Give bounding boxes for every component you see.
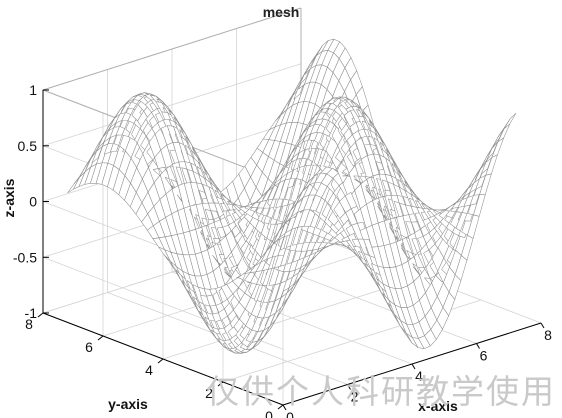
x-tick-label: 4 (415, 368, 423, 384)
z-axis-label: z-axis (1, 178, 17, 217)
y-tick-label: 4 (145, 362, 153, 378)
watermark-text: 仅供个人科研教学使用 (206, 372, 556, 411)
x-tick-label: 6 (480, 348, 488, 364)
x-tick-mark (282, 404, 287, 411)
mesh-cell (503, 113, 517, 129)
x-tick-label: 0 (286, 409, 294, 418)
box-edge (42, 7, 302, 91)
y-tick-mark (277, 404, 284, 410)
z-tick-label: 0.5 (18, 138, 38, 154)
x-tick-label: 2 (351, 389, 359, 405)
y-tick-label: 0 (265, 408, 273, 418)
mesh-cell (497, 123, 511, 142)
y-tick-label: 2 (205, 385, 213, 401)
chart-title: mesh (263, 4, 300, 20)
y-tick-mark (217, 381, 224, 387)
z-tick-label: 0 (29, 194, 37, 210)
x-tick-mark (540, 322, 545, 329)
y-tick-label: 6 (85, 339, 93, 355)
y-axis-label: y-axis (108, 396, 148, 412)
y-tick-label: 8 (25, 316, 33, 332)
x-tick-mark (411, 363, 416, 370)
wall-grid-line (42, 63, 302, 147)
z-tick-label: -0.5 (13, 249, 37, 265)
z-tick-label: -1 (25, 305, 38, 321)
y-tick-mark (37, 312, 44, 318)
x-axis-label: x-axis (418, 398, 458, 414)
mesh-surface (67, 38, 517, 354)
y-tick-mark (157, 358, 164, 364)
x-tick-mark (476, 343, 480, 349)
x-tick-label: 8 (544, 327, 552, 343)
z-tick-label: 1 (29, 82, 37, 98)
y-tick-mark (97, 335, 104, 341)
floor-grid-line (162, 276, 422, 360)
x-tick-mark (347, 384, 351, 390)
